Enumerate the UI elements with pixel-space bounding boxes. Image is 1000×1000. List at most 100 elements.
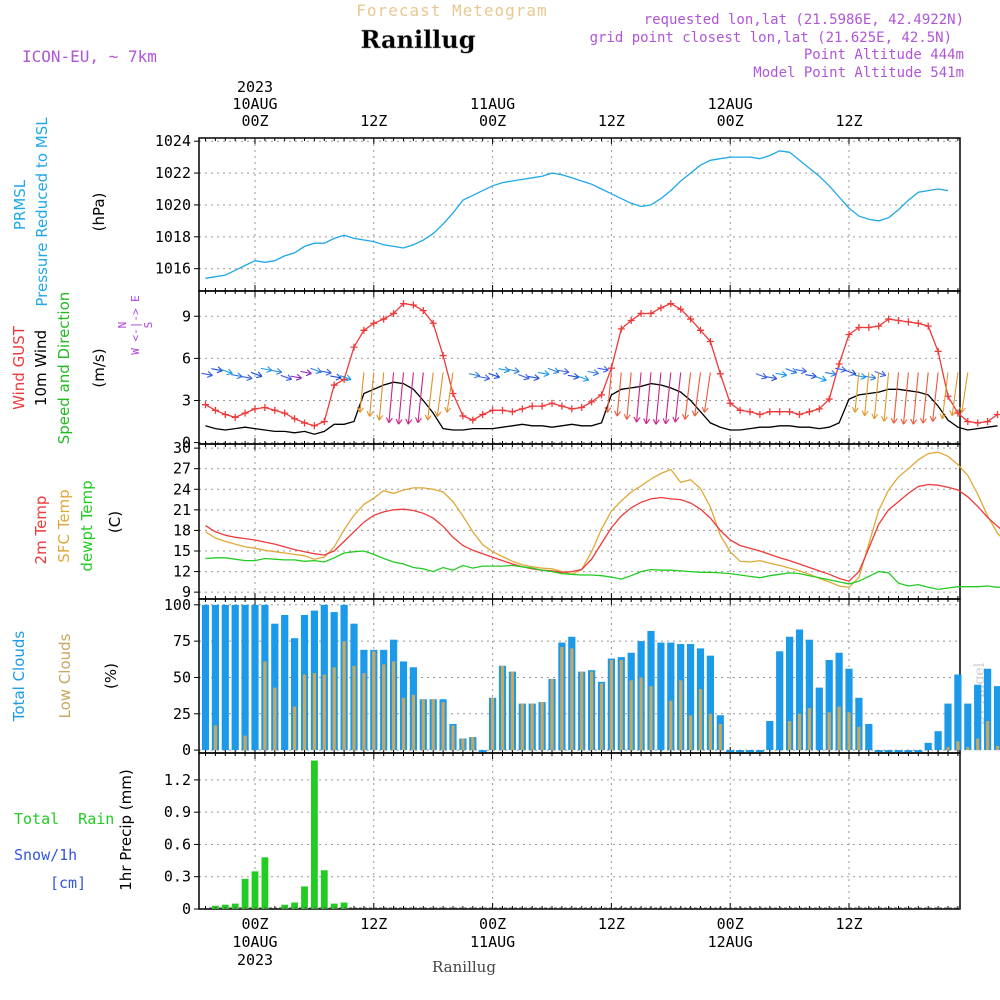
wind-arrow-head (870, 373, 877, 381)
gust-marker (251, 405, 259, 413)
time-label-bottom: 11AUG (470, 933, 515, 951)
low-cloud-bar (293, 706, 297, 751)
ytick-label: 27 (173, 460, 191, 478)
wind-arrow-head (851, 406, 859, 413)
gust-marker (419, 307, 427, 315)
wind-arrow-head (800, 367, 807, 375)
wind-arrow (951, 372, 959, 416)
gust-marker (241, 409, 249, 417)
time-label-bottom: 12Z (835, 915, 862, 933)
low-cloud-bar (520, 703, 524, 751)
wind-arrow (825, 371, 837, 375)
low-cloud-bar (431, 699, 435, 751)
gust-marker (964, 418, 972, 426)
wind-arrow-head (919, 417, 927, 424)
gust-marker (518, 405, 526, 413)
time-label-top: 12Z (360, 112, 387, 130)
low-cloud-bar (966, 747, 970, 751)
gust-marker (786, 408, 794, 416)
ytick-label: 0.6 (164, 835, 191, 853)
wind-arrow-head (206, 371, 213, 378)
dewpt-label: dewpt Temp (78, 480, 96, 571)
gust-marker (390, 309, 398, 317)
model-name: ICON-EU, ~ 7km (22, 47, 157, 66)
wind-arrow (488, 372, 500, 378)
dewpt-line (205, 550, 1000, 591)
wind-arrow (703, 372, 711, 413)
wind-arrow (300, 370, 312, 375)
t2m-label: 2m Temp (32, 496, 50, 565)
wind-arrow (398, 372, 405, 425)
time-label-top: 00Z (717, 112, 744, 130)
wind-arrow-head (226, 368, 233, 376)
gust-marker (221, 411, 229, 419)
gust-marker (291, 415, 299, 423)
gust-marker (865, 323, 873, 331)
wind-arrow (270, 369, 282, 373)
wind-arrow-head (672, 416, 680, 423)
total-cloud-bar (944, 703, 952, 751)
gust-marker (726, 399, 734, 407)
wind-arrow-head (592, 369, 599, 377)
gust-marker (667, 300, 675, 308)
wind-arrow (260, 367, 272, 371)
wind-arrow (417, 372, 424, 423)
wind-arrow (941, 372, 949, 419)
wind-arrow (854, 372, 860, 413)
low-cloud-bar (550, 678, 554, 751)
low-cloud-bar (629, 680, 633, 751)
ytick-label: 24 (173, 480, 191, 498)
wind-arrow-head (771, 374, 778, 382)
low-cloud-bar (302, 674, 307, 751)
wind-arrow-head (879, 370, 887, 378)
wind-arrow-head (850, 369, 857, 376)
wind-arrow-head (553, 367, 560, 375)
low-cloud-bar (708, 713, 712, 751)
low-cloud-bar (273, 687, 277, 751)
wind-arrow-head (295, 373, 302, 381)
wind-arrow (874, 370, 886, 377)
rain-bar (261, 857, 269, 909)
low-cloud-bar (649, 686, 653, 751)
wind-arrow-head (424, 414, 432, 421)
low-cloud-bar (847, 712, 851, 751)
wind-arrow (922, 372, 929, 424)
gust-marker (647, 309, 655, 317)
wind-arrow-head (484, 374, 491, 382)
wind-arrow (518, 374, 530, 380)
wind-arrow-head (356, 406, 364, 413)
wind-arrow (854, 374, 866, 378)
total-cloud-bar (687, 644, 695, 751)
rain-bar (251, 871, 259, 909)
ytick-label: 0.3 (164, 868, 191, 886)
wind-arrow-head (276, 367, 283, 375)
ytick-label: 1016 (155, 260, 191, 278)
gust-marker (687, 315, 695, 323)
gust-marker (984, 418, 992, 426)
wind-arrow (674, 372, 682, 423)
precip-frame (198, 752, 961, 910)
rain-bars (209, 760, 960, 909)
time-label-bottom: 12AUG (708, 933, 753, 951)
wind-arrow (231, 374, 243, 378)
wind-arrow (795, 368, 807, 373)
pressure-panel: 1016 1018 1020 1022 1024 (155, 132, 961, 292)
total-cloud-bar (993, 686, 1000, 751)
gust-marker (607, 364, 615, 372)
wind-arrow-head (523, 373, 530, 381)
low-cloud-bar (669, 700, 673, 751)
total-cloud-bar (825, 660, 833, 751)
rain-bar (301, 886, 308, 909)
gust-marker (904, 318, 912, 326)
wind-arrow (436, 372, 444, 417)
gust-marker (281, 409, 289, 417)
low-cloud-bar (976, 738, 980, 751)
total-cloud-bar (241, 604, 249, 751)
low-cloud-bar (392, 661, 396, 751)
low-cloud-bar (995, 745, 1000, 751)
snow-unit: [cm] (50, 874, 86, 892)
ytick-label: 15 (173, 542, 191, 560)
time-label-bottom: 12Z (598, 915, 625, 933)
snow-label: Snow/1h (14, 846, 77, 864)
wind-arrow-head (376, 414, 384, 421)
